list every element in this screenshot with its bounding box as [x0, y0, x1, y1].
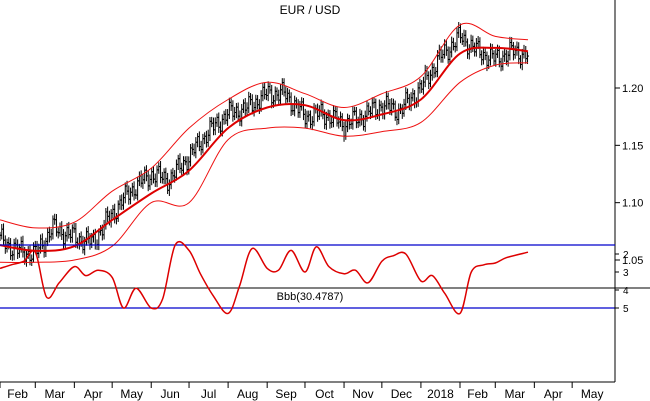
indicator-y-ticks: 2 3 4 5: [615, 250, 629, 315]
x-tick-label: Aug: [237, 387, 258, 401]
price-panel: 1.05 1.10 1.15 1.20 EUR / USD: [0, 0, 643, 288]
indicator-line: [0, 241, 529, 315]
x-tick-label: Feb: [467, 387, 488, 401]
price-y-tick-label: 1.20: [622, 83, 643, 95]
indicator-y-tick-label: 4: [623, 286, 629, 297]
x-tick-label: Apr: [84, 387, 103, 401]
price-lines: [0, 22, 529, 263]
x-tick-label: Nov: [352, 387, 373, 401]
price-y-tick-label: 1.15: [622, 140, 643, 152]
x-tick-label: May: [581, 387, 604, 401]
x-tick-label: Apr: [544, 387, 563, 401]
indicator-y-tick-label: 5: [623, 304, 629, 315]
x-tick-label: Mar: [44, 387, 65, 401]
x-tick-label: Feb: [7, 387, 28, 401]
x-tick-label: Jun: [160, 387, 179, 401]
price-chart-title: EUR / USD: [280, 3, 341, 17]
x-tick-label: May: [120, 387, 143, 401]
price-y-ticks: 1.05 1.10 1.15 1.20: [615, 83, 643, 267]
x-tick-label: Mar: [504, 387, 525, 401]
x-tick-label: Sep: [275, 387, 297, 401]
x-tick-label: Oct: [315, 387, 334, 401]
indicator-lines: [0, 241, 529, 315]
x-tick-label: 2018: [427, 387, 454, 401]
indicator-reference-lines: [0, 244, 615, 309]
x-axis-ticks: Feb Mar Apr May Jun Jul Aug Sep Oct Nov Dec 2018 Feb…: [0, 382, 603, 401]
x-tick-label: Dec: [391, 387, 412, 401]
indicator-panel: 2 3 4 5 Bbb(30.4787): [0, 241, 629, 382]
upper-band-line: [0, 22, 529, 229]
indicator-title: Bbb(30.4787): [277, 291, 344, 303]
moving-average-line: [0, 46, 529, 252]
indicator-y-tick-label: 2: [623, 250, 629, 261]
x-tick-label: Jul: [201, 387, 216, 401]
lower-band-line: [0, 62, 529, 263]
indicator-y-tick-label: 3: [623, 268, 629, 279]
price-y-tick-label: 1.05: [622, 255, 643, 267]
price-y-tick-label: 1.10: [622, 198, 643, 210]
